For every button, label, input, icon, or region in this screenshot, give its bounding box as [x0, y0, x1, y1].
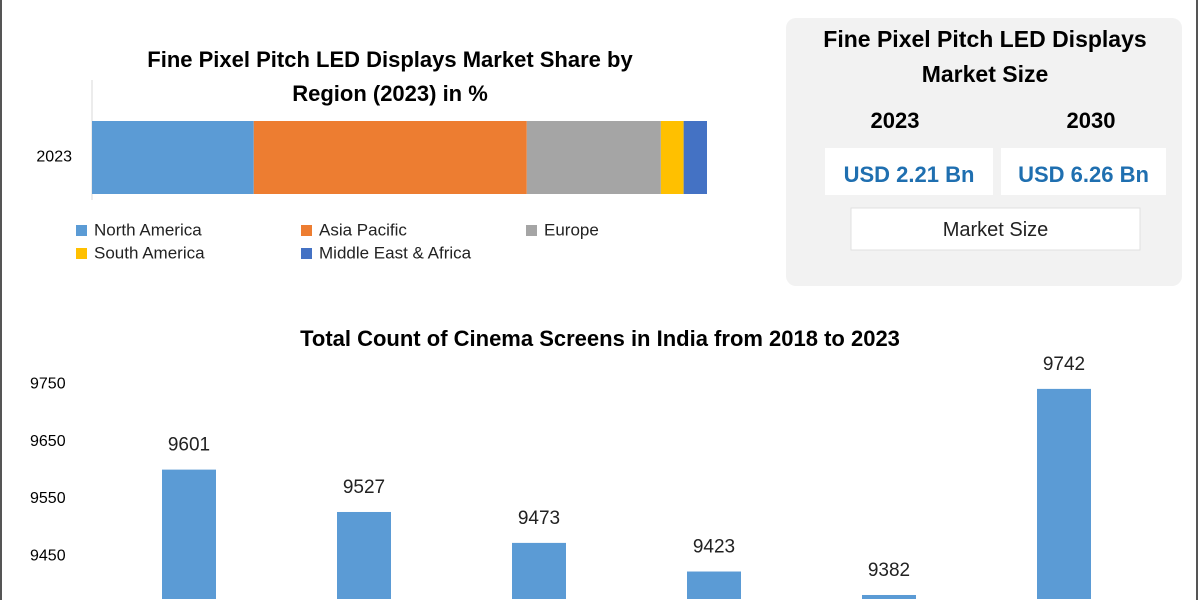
y-tick-label: 9550: [30, 490, 66, 507]
bar-segment: [526, 121, 661, 194]
label-box: [850, 207, 1141, 251]
legend-swatch: [301, 248, 312, 259]
bar: [512, 542, 566, 599]
data-label: 9527: [343, 477, 385, 498]
year-label: 2023: [870, 108, 920, 133]
bar: [162, 469, 216, 599]
market-size-label: Market Size: [942, 219, 1049, 241]
y-tick-label: 9450: [30, 547, 66, 564]
value-box: [1001, 148, 1166, 195]
data-label: 9742: [1043, 354, 1085, 375]
data-label: 9423: [693, 537, 735, 558]
y-tick-label: 2023: [36, 149, 72, 166]
bar-segment: [253, 121, 527, 194]
market-value: USD 6.26 Bn: [1018, 162, 1149, 187]
bar: [1037, 388, 1091, 599]
bar-segment: [683, 121, 707, 194]
legend-swatch: [301, 225, 312, 236]
bar-segment: [660, 121, 684, 194]
legend-label: Europe: [544, 220, 599, 239]
panel-title: Fine Pixel Pitch LED Displays Market Siz…: [823, 26, 1147, 87]
legend-label: Asia Pacific: [319, 220, 407, 239]
data-label: 9382: [868, 560, 910, 581]
bar-segment: [92, 121, 254, 194]
chart-title: Fine Pixel Pitch LED Displays Market Sha…: [147, 47, 633, 106]
legend-label: South America: [94, 243, 205, 262]
market-value: USD 2.21 Bn: [843, 162, 975, 187]
y-tick-label: 9750: [30, 376, 66, 393]
legend-swatch: [76, 248, 87, 259]
bar: [687, 571, 741, 599]
legend-label: North America: [94, 220, 202, 239]
legend-swatch: [526, 225, 537, 236]
year-label: 2030: [1066, 108, 1116, 133]
data-label: 9601: [168, 435, 210, 456]
value-box: [825, 148, 993, 195]
data-label: 9473: [518, 508, 560, 529]
y-tick-label: 9650: [30, 433, 66, 450]
chart-title: Total Count of Cinema Screens in India f…: [300, 326, 900, 351]
bar: [337, 511, 391, 599]
legend-swatch: [76, 225, 87, 236]
legend-label: Middle East & Africa: [319, 243, 472, 262]
bar: [862, 594, 916, 599]
